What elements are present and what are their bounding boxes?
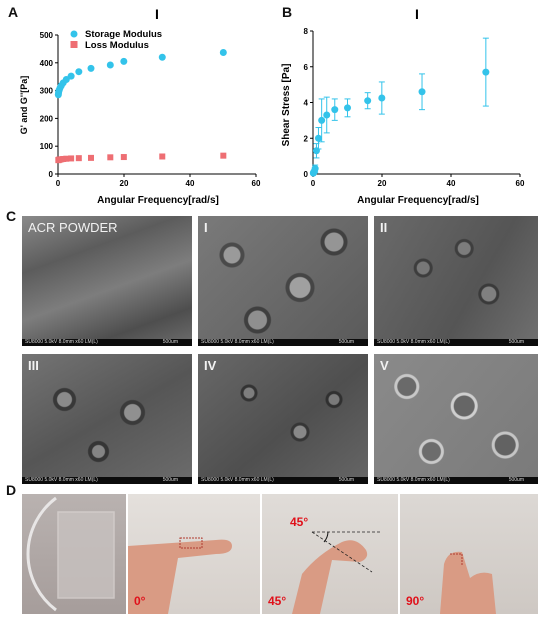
sem-label: I [204, 220, 208, 235]
finger-shape [128, 539, 232, 614]
loss-modulus-point [68, 155, 75, 162]
legend-storage-label: Storage Modulus [85, 29, 162, 40]
x-tick-label: 20 [378, 179, 387, 188]
y-tick-label: 2 [304, 134, 309, 143]
chart-b-xlabel: Angular Frequency[rad/s] [357, 195, 479, 206]
loss-modulus-point [75, 155, 82, 162]
sem-image-v: V SU8000 5.0kV 8.0mm x60 LM(L) 500um [374, 354, 538, 484]
sem-label: ACR POWDER [28, 220, 118, 235]
shear-stress-point [311, 165, 319, 173]
sem-label: III [28, 358, 39, 373]
shear-stress-point [314, 134, 322, 142]
sem-scalebar: SU8000 5.0kV 8.0mm x60 LM(L) 500um [22, 339, 192, 346]
petri-dish [26, 496, 57, 612]
sem-image-i: I SU8000 5.0kV 8.0mm x60 LM(L) 500um [198, 216, 368, 346]
sem-label: V [380, 358, 389, 373]
shear-stress-point [378, 94, 386, 102]
loss-modulus-point [60, 155, 67, 162]
finger-shape [292, 540, 368, 614]
angle-label: 90° [406, 594, 425, 608]
sem-image-iv: IV SU8000 5.0kV 8.0mm x60 LM(L) 500um [198, 354, 368, 484]
sem-image-ii: II SU8000 5.0kV 8.0mm x60 LM(L) 500um [374, 216, 538, 346]
y-tick-label: 200 [40, 114, 54, 123]
modulus-chart: I 0 100 200 300 400 500 0 20 40 60 Angular Freque… [19, 6, 261, 206]
sem-label: IV [204, 358, 217, 373]
y-tick-label: 0 [49, 170, 54, 179]
photo-finger-90-deg: 90° [400, 494, 538, 614]
sensor-patch [450, 553, 463, 566]
shear-stress-point [318, 116, 326, 124]
y-tick-label: 400 [40, 59, 54, 68]
angle-label: 45° [268, 594, 287, 608]
panel-label-b: B [282, 4, 293, 20]
y-tick-label: 300 [40, 87, 54, 96]
legend-loss-marker [70, 41, 78, 48]
shear-stress-point [323, 111, 331, 119]
sensor-patch [179, 537, 203, 549]
chart-a-ylabel: G' and G''[Pa] [19, 76, 29, 134]
loss-modulus-point [159, 153, 166, 160]
storage-modulus-point [219, 49, 227, 57]
finger-shape [440, 551, 496, 614]
angle-arc [323, 531, 329, 543]
loss-modulus-point [107, 154, 114, 161]
loss-modulus-point [63, 155, 70, 162]
x-tick-label: 0 [311, 179, 316, 188]
panel-label-c: C [6, 208, 17, 224]
storage-modulus-point [67, 72, 75, 80]
y-tick-label: 0 [304, 170, 309, 179]
x-tick-label: 40 [447, 179, 456, 188]
shear-stress-point [364, 97, 372, 105]
angle-guide-line [311, 531, 373, 573]
hydrogel-film [57, 511, 115, 599]
panel-label-d: D [6, 482, 17, 498]
y-tick-label: 100 [40, 142, 54, 151]
sem-scalebar: SU8000 5.0kV 8.0mm x60 LM(L) 500um [374, 477, 538, 484]
sem-scalebar: SU8000 5.0kV 8.0mm x60 LM(L) 500um [198, 339, 368, 346]
x-tick-label: 0 [56, 179, 61, 188]
y-tick-label: 8 [304, 27, 309, 36]
shear-stress-point [418, 88, 426, 96]
shear-stress-point [331, 106, 339, 114]
shear-stress-point [344, 104, 351, 112]
chart-b-ylabel: Shear Stress [Pa] [281, 64, 292, 147]
storage-modulus-point [158, 53, 166, 61]
photo-hydrogel-dish [22, 494, 126, 614]
x-tick-label: 60 [252, 179, 261, 188]
chart-a-title: I [155, 6, 159, 22]
x-tick-label: 20 [120, 179, 129, 188]
loss-modulus-point [88, 154, 94, 161]
storage-modulus-point [106, 61, 114, 69]
sem-scalebar: SU8000 5.0kV 8.0mm x60 LM(L) 500um [198, 477, 368, 484]
sem-label: II [380, 220, 388, 235]
storage-modulus-point [75, 68, 83, 76]
y-tick-label: 6 [304, 63, 309, 72]
x-tick-label: 40 [186, 179, 195, 188]
chart-a-xlabel: Angular Frequency[rad/s] [97, 195, 219, 206]
loss-modulus-point [220, 152, 227, 159]
x-tick-label: 60 [516, 179, 525, 188]
y-tick-label: 4 [304, 99, 309, 108]
sem-image-iii: III SU8000 5.0kV 8.0mm x60 LM(L) 500um [22, 354, 192, 484]
legend-storage-marker [70, 30, 78, 38]
y-tick-label: 500 [40, 31, 54, 40]
sem-scalebar: SU8000 5.0kV 8.0mm x60 LM(L) 500um [22, 477, 192, 484]
storage-modulus-point [87, 64, 95, 72]
photo-finger-45-deg: 45° 45° [262, 494, 398, 614]
sem-image-acr-powder: ACR POWDER SU8000 5.0kV 8.0mm x60 LM(L) 5… [22, 216, 192, 346]
sem-scalebar: SU8000 5.0kV 8.0mm x60 LM(L) 500um [374, 339, 538, 346]
panel-label-a: A [8, 4, 19, 20]
angle-label: 0° [134, 594, 146, 608]
legend-loss-label: Loss Modulus [85, 40, 149, 51]
shear-stress-point [482, 68, 490, 76]
storage-modulus-point [120, 57, 128, 65]
angle-annotation: 45° [290, 515, 308, 529]
chart-a-legend: Storage Modulus Loss Modulus [70, 29, 162, 51]
photo-finger-0-deg: 0° [128, 494, 260, 614]
chart-b-title: I [415, 6, 419, 22]
loss-modulus-point [120, 154, 127, 161]
